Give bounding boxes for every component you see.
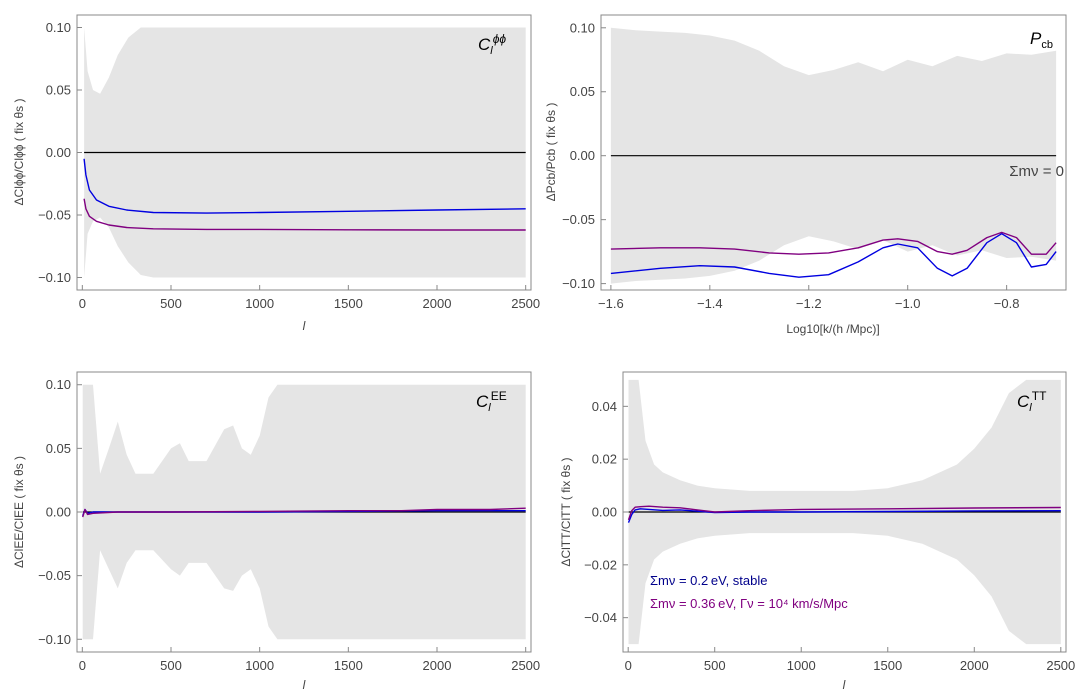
y-ticks: −0.04 −0.02 0.00 0.02 0.04 (584, 399, 628, 625)
panel-ee: 0 500 1000 1500 2000 2500 −0.10 −0.05 0.00 0.05 0… (12, 371, 540, 690)
x-tick-label: 1000 (245, 658, 274, 673)
y-tick-label: 0.10 (46, 377, 71, 392)
y-tick-label: −0.05 (562, 212, 595, 227)
panel-phiphi: 0 500 1000 1500 2000 2500 −0.10 −0.05 0.00 0.05 0… (12, 14, 540, 333)
y-tick-label: −0.10 (38, 270, 71, 285)
x-tick-label: 0 (79, 658, 86, 673)
series-stable-line (83, 158, 526, 214)
x-ticks: 0 500 1000 1500 2000 2500 (79, 647, 540, 673)
x-tick-label: 500 (160, 296, 182, 311)
y-tick-label: 0.05 (46, 441, 71, 456)
y-tick-label: 0.05 (570, 84, 595, 99)
x-tick-label: −0.8 (994, 296, 1020, 311)
series-lines (610, 155, 1057, 278)
y-tick-label: −0.05 (38, 568, 71, 583)
y-tick-label: 0.05 (46, 83, 71, 98)
x-tick-label: 0 (79, 296, 86, 311)
y-axis-label: ΔClϕϕ/Clϕϕ ( fix θs ) (12, 99, 26, 206)
y-axis-label: ΔClEE/ClEE ( fix θs ) (12, 456, 26, 568)
x-tick-label: 1000 (787, 658, 816, 673)
panel-label: ClTT (1017, 389, 1047, 414)
x-axis-label: l (303, 319, 306, 333)
y-ticks: −0.10 −0.05 0.00 0.05 0.10 (562, 20, 606, 291)
x-tick-label: 1000 (245, 296, 274, 311)
y-tick-label: −0.10 (38, 632, 71, 647)
panel-tt: 0 500 1000 1500 2000 2500 −0.04 −0.02 0.00 0.02 0… (559, 371, 1075, 690)
y-tick-label: 0.10 (46, 20, 71, 35)
x-tick-label: 1500 (873, 658, 902, 673)
y-ticks: −0.10 −0.05 0.00 0.05 0.10 (38, 20, 82, 285)
series-stable-line (627, 508, 1061, 523)
x-axis-label: l (303, 678, 306, 690)
x-tick-label: 500 (704, 658, 726, 673)
x-tick-label: 2000 (423, 658, 452, 673)
x-axis-label: Log10[k/(h /Mpc)] (786, 322, 879, 336)
x-tick-label: −1.4 (697, 296, 723, 311)
panel-label: Clϕϕ (478, 32, 506, 57)
y-tick-label: 0.10 (570, 20, 595, 35)
x-ticks: 0 500 1000 1500 2000 2500 (79, 285, 540, 311)
legend-stable: Σmν = 0.2 eV, stable (650, 573, 767, 588)
zero-mass-annotation: Σmν = 0 (1009, 163, 1064, 180)
x-tick-label: 2500 (511, 658, 540, 673)
x-ticks: 0 500 1000 1500 2000 2500 (625, 647, 1075, 673)
legend-decaying: Σmν = 0.36 eV, Γν = 10⁴ km/s/Mpc (650, 596, 848, 611)
panel-label: Pcb (1030, 29, 1053, 51)
series-decaying-line (627, 505, 1061, 521)
y-tick-label: 0.02 (592, 452, 617, 467)
x-tick-label: 2000 (423, 296, 452, 311)
series-decaying-line (82, 507, 526, 518)
y-axis-label: ΔPcb/Pcb ( fix θs ) (544, 103, 558, 202)
y-axis-label: ΔClTT/ClTT ( fix θs ) (559, 457, 573, 566)
plot-frame (600, 14, 1067, 291)
series-lines (83, 151, 526, 231)
y-tick-label: 0.00 (46, 505, 71, 520)
x-tick-label: 2500 (1046, 658, 1075, 673)
x-tick-label: 1500 (334, 658, 363, 673)
x-tick-label: −1.2 (796, 296, 822, 311)
y-tick-label: −0.04 (584, 610, 617, 625)
x-tick-label: 2500 (511, 296, 540, 311)
x-tick-label: 1500 (334, 296, 363, 311)
series-lines (82, 507, 526, 518)
series-lines (627, 505, 1061, 523)
y-tick-label: 0.04 (592, 399, 617, 414)
x-tick-label: −1.6 (598, 296, 624, 311)
x-tick-label: 0 (625, 658, 632, 673)
panel-pcb: −1.6 −1.4 −1.2 −1.0 −0.8 −0.10 −0.05 0.00 0.05 0… (544, 14, 1067, 336)
x-tick-label: 2000 (960, 658, 989, 673)
x-ticks: −1.6 −1.4 −1.2 −1.0 −0.8 (598, 285, 1019, 311)
series-stable-line (610, 233, 1057, 278)
series-decaying-line (83, 198, 526, 231)
panel-label: ClEE (476, 389, 507, 414)
y-ticks: −0.10 −0.05 0.00 0.05 0.10 (38, 377, 82, 647)
series-decaying-line (610, 231, 1057, 255)
y-tick-label: 0.00 (46, 145, 71, 160)
y-tick-label: 0.00 (592, 505, 617, 520)
y-tick-label: 0.00 (570, 148, 595, 163)
y-tick-label: −0.05 (38, 208, 71, 223)
y-tick-label: −0.02 (584, 557, 617, 572)
x-tick-label: −1.0 (895, 296, 921, 311)
x-axis-label: l (843, 678, 846, 690)
x-tick-label: 500 (160, 658, 182, 673)
y-tick-label: −0.10 (562, 276, 595, 291)
